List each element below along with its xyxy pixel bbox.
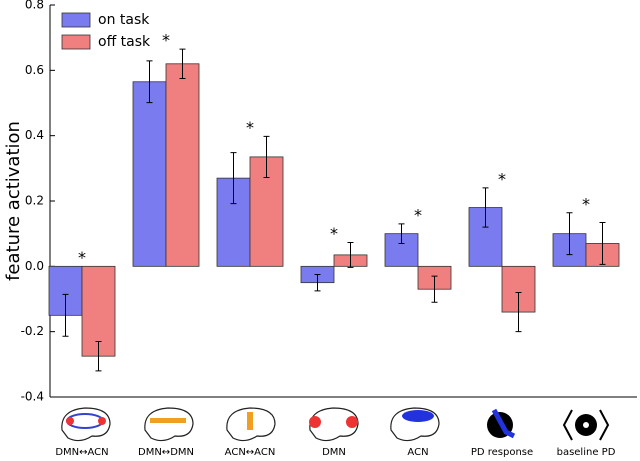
error-bar (431, 275, 438, 303)
x-tick-label: DMN (322, 447, 346, 458)
error-bar (347, 241, 354, 268)
legend-swatch (61, 34, 91, 50)
x-tick-label: DMN↔ACN (55, 447, 108, 458)
x-tick-label: ACN (407, 447, 428, 458)
significance-mark: * (498, 169, 506, 188)
legend-swatch (61, 12, 91, 28)
y-tick-label: -0.4 (21, 390, 44, 404)
bar (132, 81, 167, 267)
x-tick-label: DMN↔DMN (138, 447, 194, 458)
bar (165, 63, 200, 267)
error-bar (146, 60, 153, 104)
y-tick-label: 0.6 (25, 63, 44, 77)
y-axis-label: feature activation (3, 121, 24, 281)
error-bar (314, 274, 321, 292)
error-bar (62, 293, 69, 337)
y-tick-label: 0.4 (25, 128, 44, 142)
x-tick-label: ACN↔ACN (225, 447, 276, 458)
icons (61, 407, 610, 442)
y-tick-label: 0.2 (25, 194, 44, 208)
significance-mark: * (582, 194, 590, 213)
x-tick-label: PD response (471, 447, 533, 458)
y-tick-label: 0.0 (25, 259, 44, 273)
error-bar (599, 222, 606, 265)
error-bar (263, 135, 270, 178)
significance-mark: * (162, 31, 170, 50)
legend-label: on task (98, 12, 150, 28)
error-bar (515, 291, 522, 333)
error-bar (398, 223, 405, 244)
error-bar (482, 187, 489, 228)
legend-label: off task (98, 34, 151, 50)
significance-mark: * (78, 248, 86, 267)
y-tick-label: -0.2 (21, 324, 44, 338)
error-bar (230, 152, 237, 205)
significance-mark: * (330, 224, 338, 243)
significance-mark: * (246, 118, 254, 137)
significance-mark: * (414, 205, 422, 224)
error-bar (95, 340, 102, 372)
error-bar (566, 212, 573, 256)
error-bar (179, 48, 186, 79)
x-tick-label: baseline PD (557, 447, 616, 458)
y-tick-label: 0.8 (25, 0, 44, 12)
